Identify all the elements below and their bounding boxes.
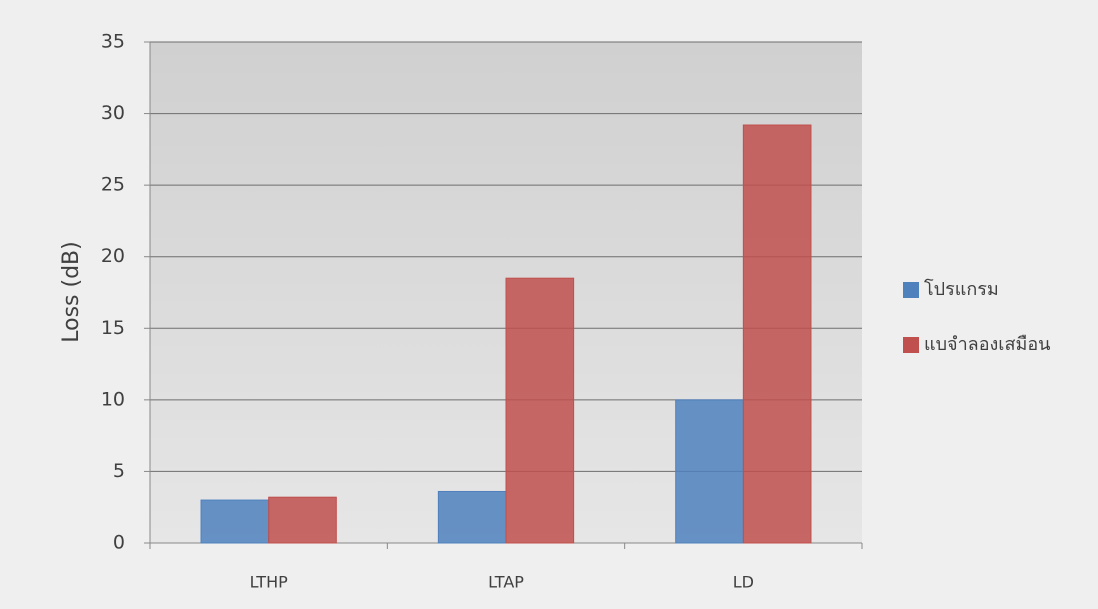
bar [742, 124, 812, 544]
x-tick-label: LTAP [488, 573, 524, 592]
y-tick-label: 30 [101, 102, 125, 124]
x-tick-label: LD [733, 573, 754, 592]
bar [200, 499, 270, 544]
legend-swatch [903, 282, 919, 298]
y-axis-title: Loss (dB) [59, 241, 84, 342]
y-tick-label: 5 [113, 460, 125, 482]
bar [437, 490, 507, 544]
y-tick-label: 35 [101, 31, 125, 53]
y-tick-label: 20 [101, 245, 125, 267]
bar [505, 277, 575, 544]
y-tick-label: 25 [101, 174, 125, 196]
y-tick-label: 15 [101, 317, 125, 339]
y-tick-label: 0 [113, 532, 125, 554]
x-tick-label: LTHP [250, 573, 289, 592]
legend-swatch [903, 337, 919, 353]
legend-label: แบจำลองเสมือน [924, 334, 1050, 355]
legend-label: โปรแกรม [924, 278, 999, 300]
y-tick-label: 10 [101, 388, 125, 410]
bar [268, 496, 337, 544]
bar [675, 399, 744, 544]
